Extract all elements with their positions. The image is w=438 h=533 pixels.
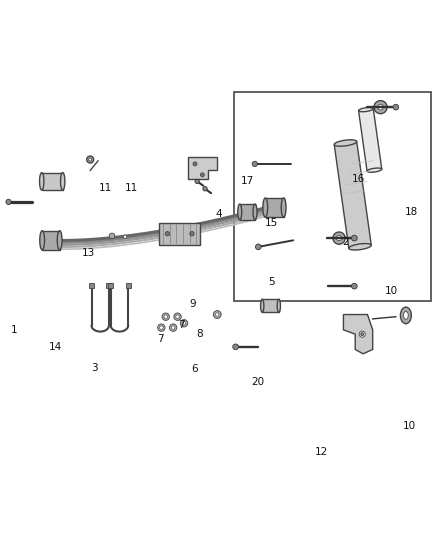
Ellipse shape <box>182 321 186 325</box>
Text: 10: 10 <box>403 421 416 431</box>
Ellipse shape <box>333 232 345 244</box>
Ellipse shape <box>60 173 65 190</box>
Ellipse shape <box>164 315 167 318</box>
Ellipse shape <box>359 108 373 112</box>
Ellipse shape <box>162 313 170 320</box>
Text: 7: 7 <box>179 320 185 330</box>
Text: 9: 9 <box>190 298 196 309</box>
Text: 5: 5 <box>268 277 275 287</box>
Ellipse shape <box>170 324 177 332</box>
Ellipse shape <box>334 140 357 146</box>
Text: 4: 4 <box>215 209 223 219</box>
Ellipse shape <box>40 231 45 250</box>
Ellipse shape <box>277 299 280 312</box>
Ellipse shape <box>378 104 383 110</box>
Text: 3: 3 <box>91 363 98 373</box>
Text: 11: 11 <box>99 183 112 193</box>
Ellipse shape <box>374 101 387 114</box>
Ellipse shape <box>88 158 92 161</box>
Text: 10: 10 <box>385 286 398 295</box>
Bar <box>108 283 113 288</box>
Text: 1: 1 <box>11 325 17 335</box>
Ellipse shape <box>87 156 94 163</box>
Ellipse shape <box>158 324 165 332</box>
Bar <box>106 283 112 288</box>
Ellipse shape <box>352 235 357 241</box>
Text: 15: 15 <box>265 218 278 228</box>
Ellipse shape <box>253 204 257 220</box>
Ellipse shape <box>261 299 264 312</box>
Ellipse shape <box>336 236 342 241</box>
Ellipse shape <box>6 199 11 205</box>
Ellipse shape <box>180 320 188 327</box>
Polygon shape <box>359 109 382 171</box>
Text: 20: 20 <box>252 377 265 387</box>
Polygon shape <box>240 204 255 220</box>
Ellipse shape <box>233 344 238 350</box>
Ellipse shape <box>171 326 175 329</box>
Text: 16: 16 <box>352 174 365 184</box>
Text: 11: 11 <box>125 183 138 193</box>
Ellipse shape <box>213 311 221 318</box>
Text: 14: 14 <box>49 342 62 352</box>
Ellipse shape <box>201 173 205 177</box>
Ellipse shape <box>255 244 261 249</box>
Text: 13: 13 <box>81 248 95 259</box>
Text: 7: 7 <box>157 334 163 344</box>
Ellipse shape <box>176 315 179 318</box>
Bar <box>126 283 131 288</box>
Ellipse shape <box>400 307 411 324</box>
Ellipse shape <box>215 313 219 316</box>
Text: 17: 17 <box>241 176 254 187</box>
Ellipse shape <box>195 179 199 183</box>
Polygon shape <box>188 157 217 179</box>
Ellipse shape <box>109 233 115 239</box>
Bar <box>234 92 431 302</box>
Polygon shape <box>42 231 60 250</box>
Polygon shape <box>334 141 371 248</box>
Ellipse shape <box>352 284 357 289</box>
Text: 8: 8 <box>196 329 203 339</box>
Ellipse shape <box>57 231 62 250</box>
Ellipse shape <box>359 331 365 337</box>
Ellipse shape <box>159 326 163 329</box>
Ellipse shape <box>124 235 127 239</box>
Polygon shape <box>265 198 284 217</box>
Polygon shape <box>42 173 63 190</box>
Ellipse shape <box>39 173 44 190</box>
Ellipse shape <box>360 333 364 336</box>
Ellipse shape <box>281 198 286 217</box>
Ellipse shape <box>252 161 258 166</box>
Bar <box>159 223 201 245</box>
Text: 6: 6 <box>192 364 198 374</box>
Ellipse shape <box>367 168 382 172</box>
Ellipse shape <box>190 231 194 236</box>
Ellipse shape <box>174 313 181 320</box>
Polygon shape <box>262 299 279 312</box>
Bar <box>89 283 94 288</box>
Ellipse shape <box>263 198 268 217</box>
Text: 18: 18 <box>404 207 418 217</box>
Ellipse shape <box>203 187 207 191</box>
Polygon shape <box>343 314 373 354</box>
Ellipse shape <box>193 162 197 166</box>
Text: 2: 2 <box>343 238 349 247</box>
Ellipse shape <box>349 244 371 250</box>
Ellipse shape <box>238 204 242 220</box>
Text: 12: 12 <box>315 447 328 457</box>
Ellipse shape <box>165 231 170 236</box>
Ellipse shape <box>393 104 399 110</box>
Ellipse shape <box>403 311 408 319</box>
